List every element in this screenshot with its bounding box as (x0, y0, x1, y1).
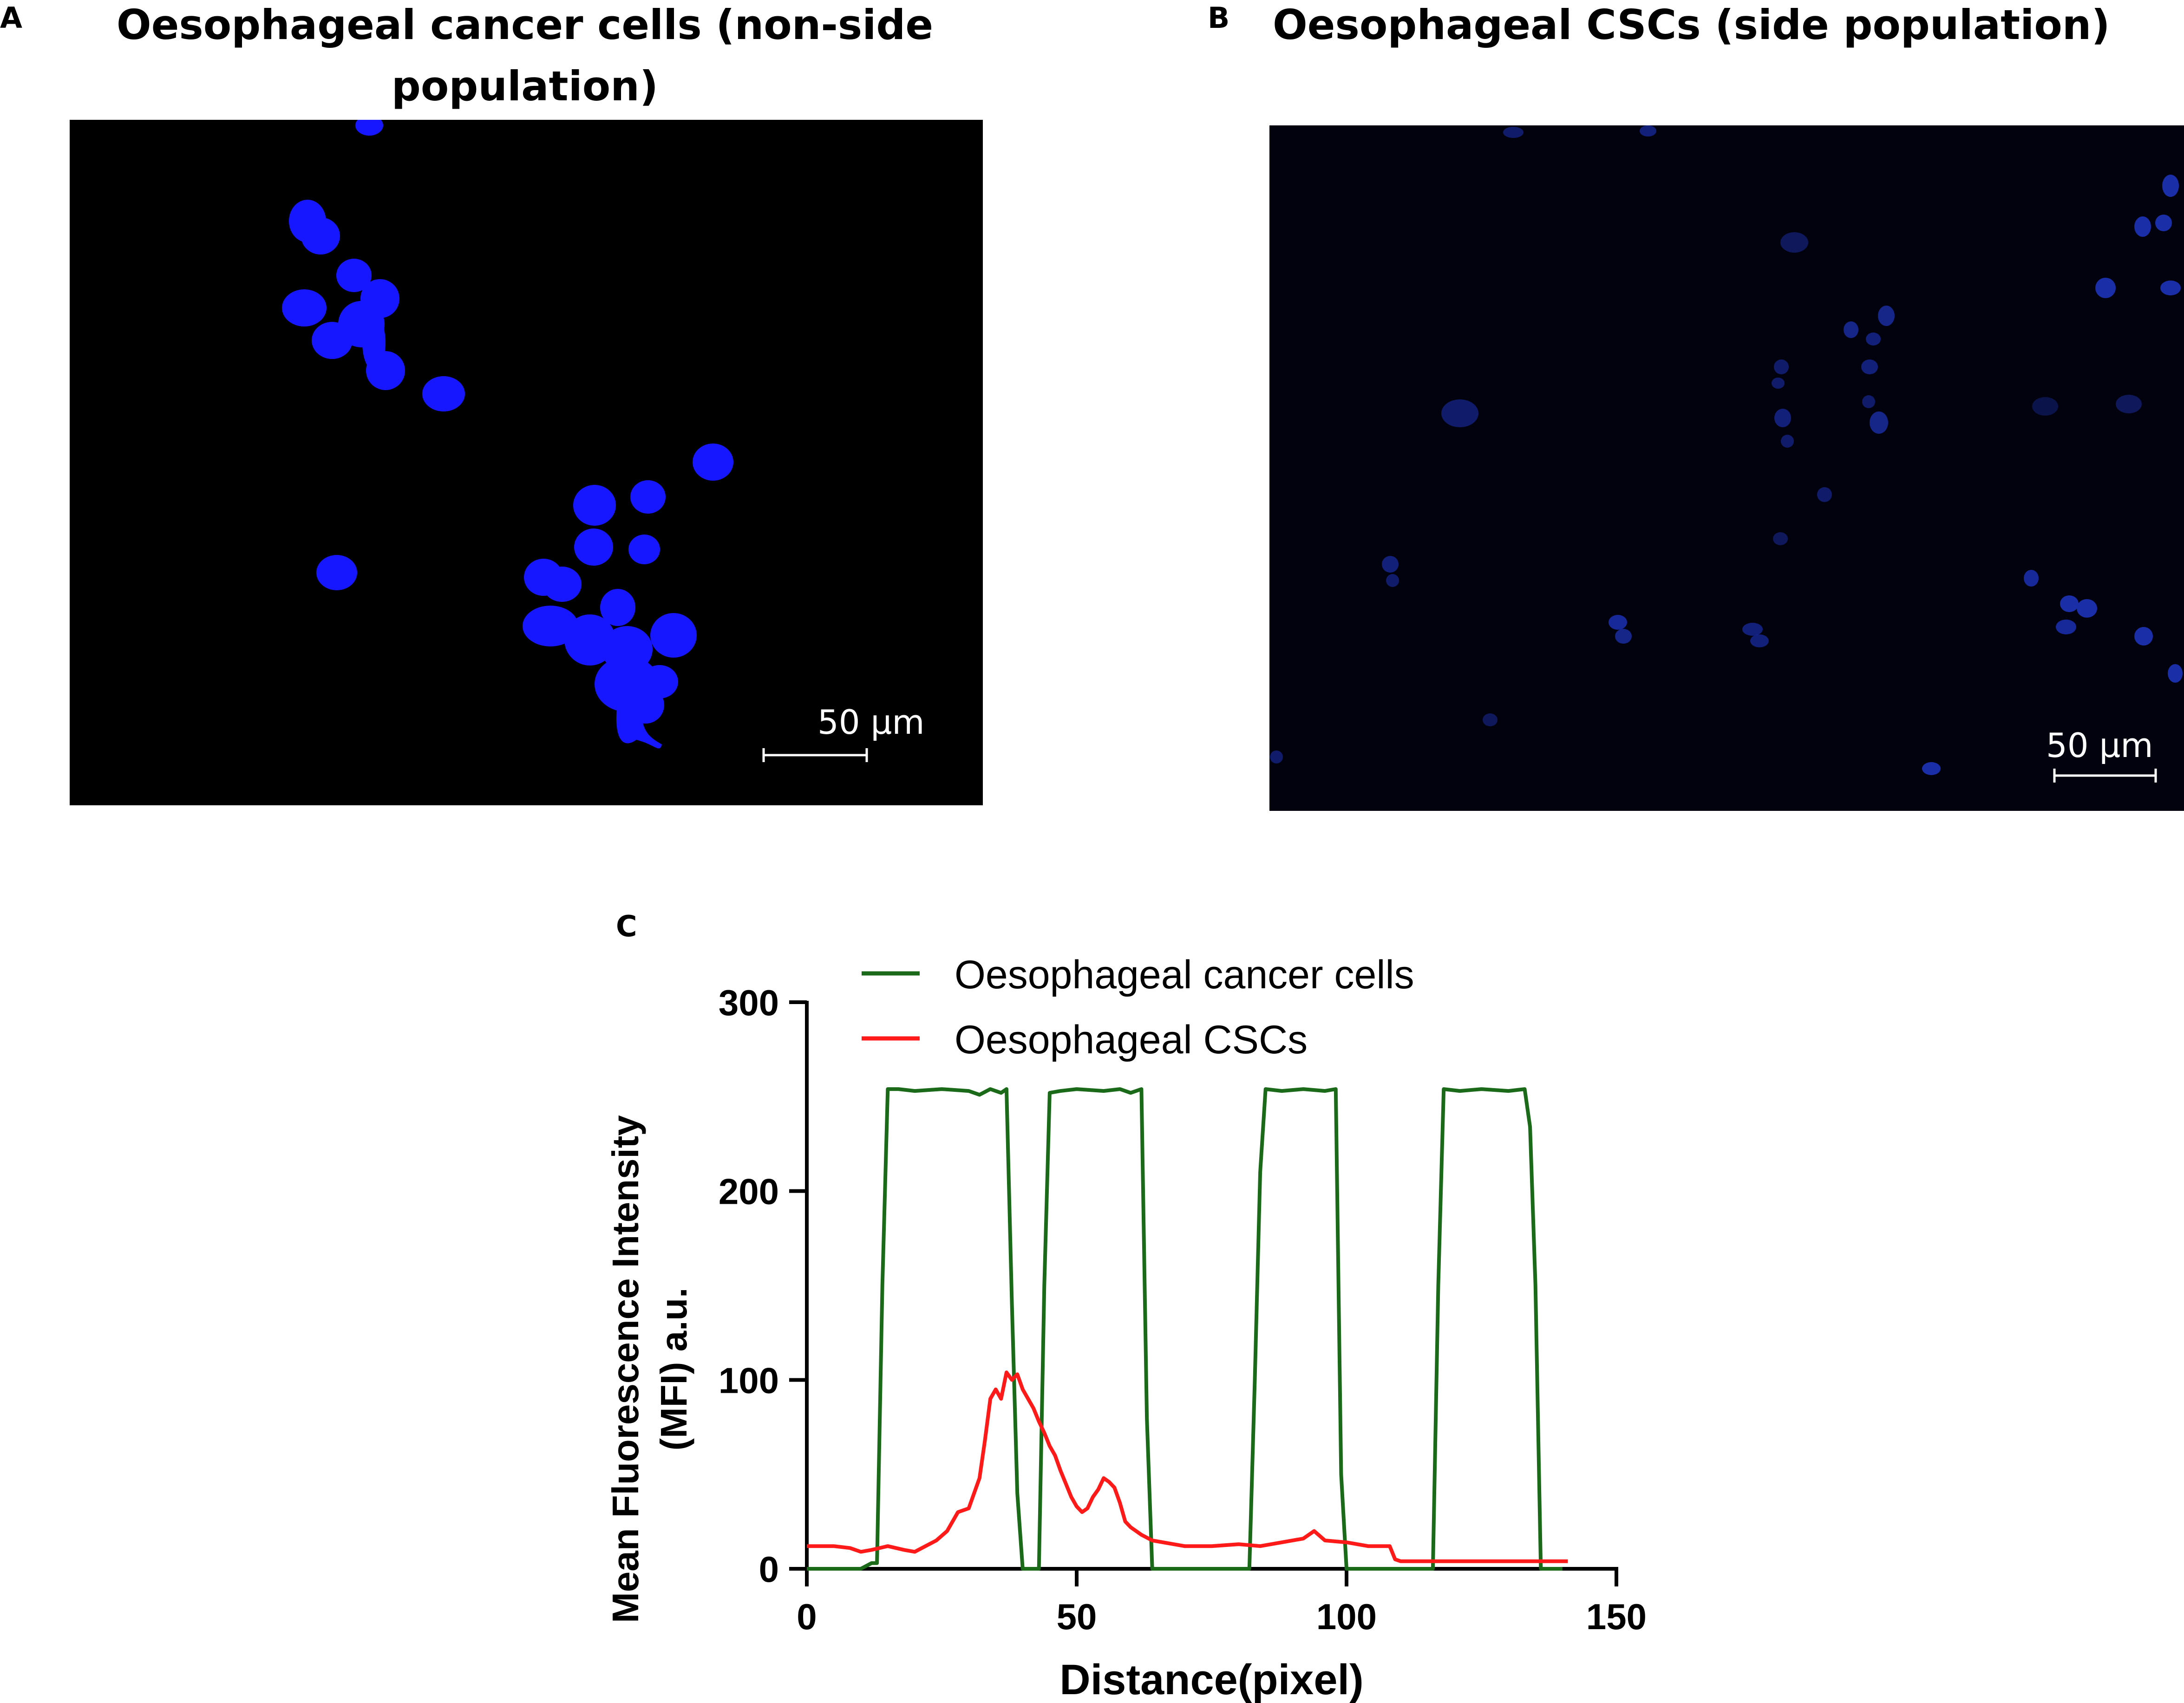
panel-a-title-line1: Oesophageal cancer cells (non-side (116, 1, 934, 49)
y-axis-label-line2: (MFI) a.u. (653, 1287, 694, 1450)
x-axis-label: Distance(pixel) (1059, 1656, 1363, 1703)
panel-a-title: Oesophageal cancer cells (non-side popul… (70, 0, 980, 117)
micrograph-side-population: 50 µm (1269, 125, 2184, 811)
scale-bar-a-label: 50 µm (817, 703, 924, 742)
scale-bar-b: 50 µm (2046, 726, 2157, 783)
series-group (807, 1087, 1568, 1571)
x-tick-label: 150 (1586, 1596, 1647, 1637)
panel-b-title: Oesophageal CSCs (side population) (1273, 1, 2110, 49)
micrograph-non-side-population: 50 µm (70, 120, 983, 805)
y-tick-label: 0 (759, 1549, 779, 1590)
scale-bar-a: 50 µm (762, 703, 924, 762)
series-line-cancer-cells (807, 1087, 1563, 1571)
legend-label: Oesophageal CSCs (955, 1018, 1308, 1062)
legend: Oesophageal cancer cells Oesophageal CSCs (862, 953, 1414, 1062)
x-tick-label: 0 (797, 1596, 817, 1637)
x-tick-label: 100 (1316, 1596, 1377, 1637)
y-tick-label: 300 (719, 982, 779, 1023)
panel-a-title-line2: population) (391, 62, 659, 110)
nuclei-cluster (282, 120, 733, 749)
panel-c-letter: C (616, 909, 637, 943)
x-tick-label: 50 (1057, 1596, 1097, 1637)
micrograph-b-svg: 50 µm (1270, 125, 2183, 783)
line-chart: 0 100 200 300 0 50 100 150 Distance(pixel) Mean F… (605, 953, 1647, 1703)
panel-b-letter: B (1208, 1, 1230, 35)
y-axis-label-line1: Mean Fluorescence Intensity (605, 1115, 646, 1623)
dim-nuclei (1270, 125, 2183, 775)
panel-a-letter: A (0, 1, 22, 35)
y-tick-label: 200 (719, 1171, 779, 1212)
y-tick-label: 100 (719, 1360, 779, 1401)
scale-bar-b-label: 50 µm (2046, 726, 2153, 765)
micrograph-a-svg: 50 µm (282, 120, 924, 762)
axes-group: 0 100 200 300 0 50 100 150 Distance(pixel) Mean F… (605, 982, 1647, 1703)
legend-label: Oesophageal cancer cells (955, 953, 1414, 997)
y-axis-label: Mean Fluorescence Intensity (MFI) a.u. (605, 1115, 694, 1623)
series-line-cscs (807, 1370, 1568, 1563)
